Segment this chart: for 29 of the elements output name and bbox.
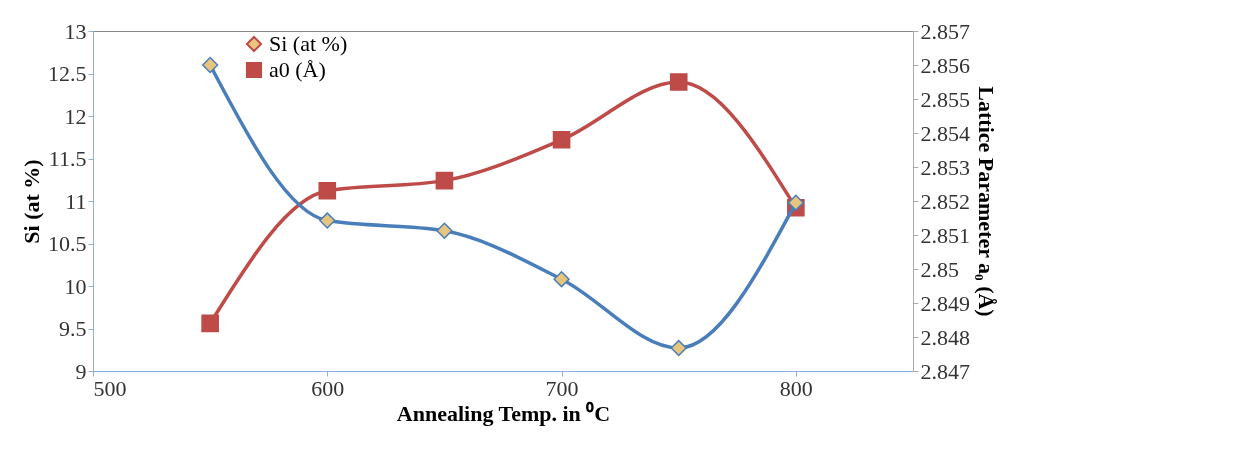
y-axis-title: Si (at %) (19, 159, 44, 244)
y-tick-label: 13 (64, 18, 87, 44)
y-tick-label: 10 (64, 273, 87, 299)
legend-label: a0 (Å) (269, 57, 326, 82)
x-axis-title: Annealing Temp. in ⁰C (396, 400, 611, 426)
y-tick-label: 12 (64, 103, 87, 129)
y2-tick-label: 2.852 (920, 188, 970, 214)
y2-tick-label: 2.85 (920, 256, 959, 282)
y-tick-label: 11 (65, 188, 87, 214)
y2-tick-label: 2.854 (920, 120, 970, 146)
y2-tick-label: 2.853 (920, 154, 970, 180)
x-tick-label: 500 (93, 375, 127, 401)
y-tick-label: 11.5 (48, 146, 87, 171)
y2-tick-label: 2.849 (920, 290, 970, 316)
y2-tick-label: 2.857 (920, 18, 970, 44)
x-tick-label: 800 (779, 375, 813, 401)
y2-tick-label: 2.851 (920, 222, 970, 248)
x-tick-label: 700 (545, 375, 579, 401)
legend-label: Si (at %) (269, 31, 348, 56)
y-tick-label: 9 (75, 358, 87, 384)
y2-tick-label: 2.855 (920, 86, 970, 112)
y-tick-label: 9.5 (59, 316, 87, 341)
y-tick-label: 10.5 (48, 231, 87, 256)
y2-tick-label: 2.847 (920, 358, 970, 384)
y-tick-label: 12.5 (48, 61, 87, 86)
x-tick-label: 600 (311, 375, 345, 401)
y2-tick-label: 2.848 (920, 324, 970, 350)
y2-tick-label: 2.856 (920, 52, 970, 78)
y2-axis-title: Lattice Parameter a₀ (Å) (974, 86, 999, 317)
